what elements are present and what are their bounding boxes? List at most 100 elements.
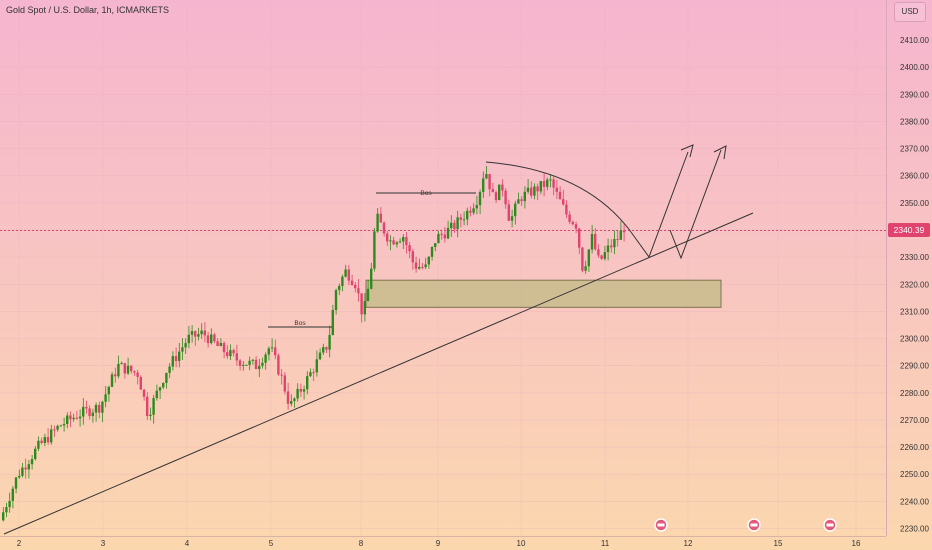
x-tick-label: 16 [852,539,861,548]
candle [53,429,56,431]
candle [568,214,571,222]
candle [366,288,370,302]
candle [475,205,478,209]
candle [178,351,181,361]
candle [114,374,117,377]
candle [459,217,462,220]
candle [395,242,398,245]
candle [200,330,203,335]
y-axis-ticks: 2410.00 2400.00 2390.00 2380.00 2370.00 2360.… [900,36,929,534]
candle [286,391,290,404]
candle [248,360,251,365]
y-tick-label: 2380.00 [900,117,929,126]
y-tick-label: 2280.00 [900,389,929,398]
candle [565,204,568,215]
current-price-tag: 2340.39 [888,223,930,237]
y-tick-label: 2260.00 [900,443,929,452]
candle [136,372,139,377]
candle [398,241,402,243]
candle [312,372,315,374]
candle [590,233,594,250]
candle [165,372,168,383]
grid-lines [0,0,886,536]
candle [408,245,411,252]
x-tick-label: 15 [774,539,783,548]
candle [5,507,8,513]
y-tick-label: 2320.00 [900,280,929,289]
event-icons [654,518,837,532]
candle [491,189,494,193]
candle [344,269,347,277]
candle [274,347,277,356]
y-tick-label: 2250.00 [900,470,929,479]
candle [306,376,309,390]
candle [341,276,344,286]
chart-title: Gold Spot / U.S. Dollar, 1h, ICMARKETS [6,5,170,15]
currency-button[interactable]: USD [894,2,926,22]
bos-marker: Bos [268,320,332,328]
candle [2,512,5,521]
y-tick-label: 2360.00 [900,172,929,181]
candle [232,350,235,354]
candle [264,354,267,363]
candle [318,352,322,360]
calendar-event-icon [823,518,837,532]
candle [21,467,24,476]
candle [130,365,133,372]
candle [174,356,178,361]
calendar-event-icon [654,518,668,532]
candle [101,401,104,413]
candle [402,237,405,242]
candle [107,386,110,395]
candle [88,408,91,417]
candle [242,364,245,366]
candle [354,284,357,289]
candle [110,374,114,387]
candle [261,362,264,366]
candle [498,184,501,201]
y-tick-label: 2300.00 [900,335,929,344]
candle [584,266,587,271]
candle [382,222,386,234]
candle [267,348,270,355]
candle [251,359,254,361]
candle [120,363,123,365]
candle [338,285,341,291]
candle [622,230,626,233]
candle [213,334,216,342]
candle [270,347,274,349]
candle [290,400,293,404]
candle [50,429,53,443]
x-axis-ticks: 2 3 4 5 8 9 10 11 12 15 16 [17,539,861,548]
candle [229,350,232,357]
candle [450,222,453,229]
candle [226,352,229,357]
y-tick-label: 2410.00 [900,36,929,45]
candle [123,363,126,374]
y-tick-label: 2350.00 [900,199,929,208]
candle [94,404,98,413]
candle [142,389,146,397]
x-tick-label: 11 [601,539,610,548]
trendline [3,212,754,535]
candle [66,415,69,425]
candle [597,249,600,256]
candle [574,224,578,229]
candle [392,240,395,245]
candle [562,199,565,205]
candle [466,210,469,220]
candle [322,347,325,353]
candle [18,475,21,478]
candle [357,288,360,294]
candle [98,404,101,413]
candle [437,233,440,244]
candle [526,187,530,192]
candle [162,382,165,388]
candle [376,213,379,232]
candle [386,233,389,242]
candle [587,249,590,267]
candle [152,398,155,415]
candle [254,359,258,370]
